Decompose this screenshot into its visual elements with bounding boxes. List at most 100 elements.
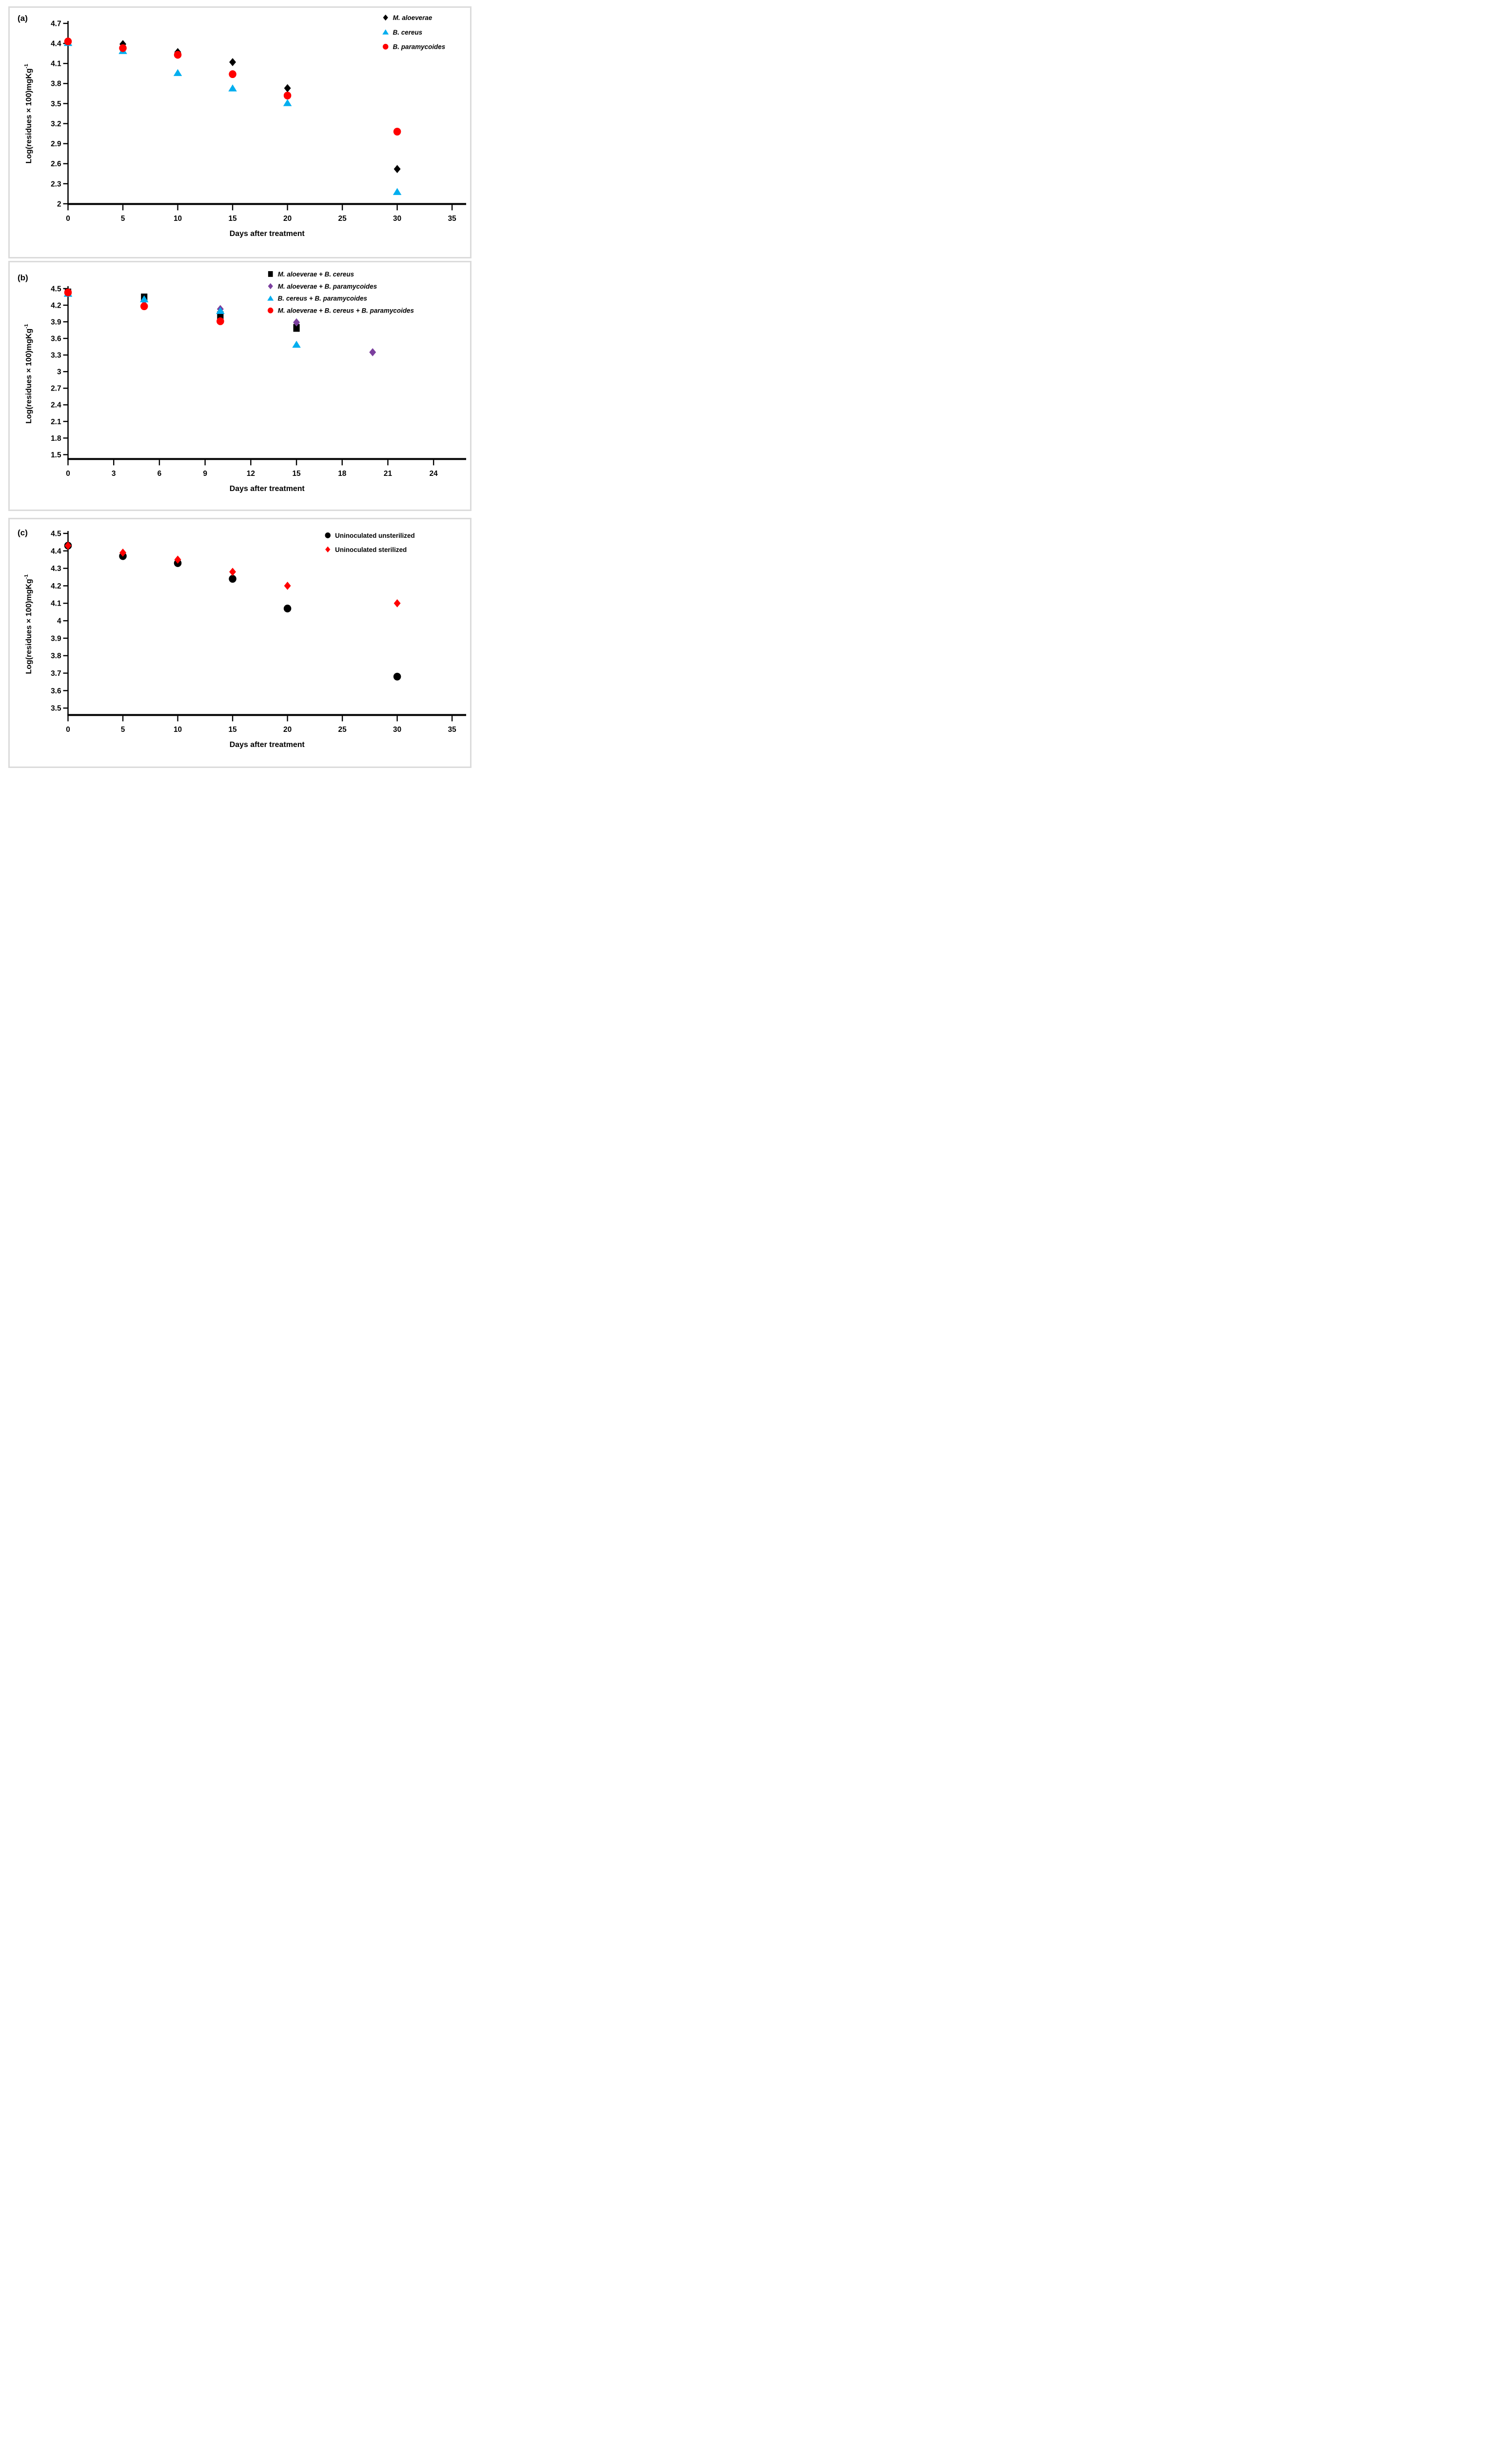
x-tick-label: 9: [203, 470, 207, 478]
y-tick-label: 3.5: [51, 705, 61, 713]
data-point: [369, 348, 376, 356]
y-tick-label: 4.1: [51, 60, 61, 68]
legend-marker: [383, 14, 388, 21]
y-tick-label: 1.5: [51, 451, 61, 459]
data-point: [393, 127, 401, 136]
data-point: [393, 165, 401, 174]
data-point: [393, 188, 402, 195]
y-tick-label: 3.8: [51, 80, 61, 88]
legend-marker: [325, 546, 331, 553]
x-tick-label: 20: [283, 215, 292, 223]
panel-c: (c) 4.5 4.4 4.3 4.2 4.1 4 3.9 3.8 3.7 3.6 3.5 0 5 10 1…: [8, 518, 471, 768]
y-tick-label: 2: [57, 200, 61, 208]
legend-label: M. aloeverae: [393, 14, 432, 21]
y-tick-label: 3.3: [51, 352, 61, 360]
x-axis-title: Days after treatment: [230, 230, 305, 238]
legend-label: M. aloeverae + B. paramycoides: [278, 283, 377, 290]
y-tick-label: 4.4: [51, 40, 61, 48]
y-tick-label: 3.9: [51, 634, 61, 643]
legend-marker: [267, 307, 274, 314]
x-tick-label: 25: [338, 215, 347, 223]
y-tick-label: 4.2: [51, 582, 61, 590]
data-point: [119, 40, 126, 48]
y-tick-label: 2.3: [51, 180, 61, 188]
y-tick-label: 3.7: [51, 669, 61, 678]
data-point: [216, 317, 224, 325]
data-point: [284, 582, 291, 590]
legend-marker: [268, 271, 273, 277]
x-tick-label: 0: [66, 215, 70, 223]
legend-label: B. cereus: [393, 29, 423, 36]
data-point: [393, 599, 401, 608]
panel-c-label: (c): [18, 528, 28, 537]
data-point: [139, 295, 149, 302]
y-tick-label: 3: [57, 368, 61, 376]
data-point: [292, 340, 301, 348]
y-tick-label: 3.8: [51, 652, 61, 660]
legend-marker: [325, 532, 331, 538]
y-tick-label: 3.6: [51, 335, 61, 343]
legend-marker: [382, 29, 389, 35]
y-tick-label: 3.2: [51, 120, 61, 128]
panel-b: (b) 4.5 4.2 3.9 3.6 3.3 3 2.7 2.4 2.1 1.8 1.5 0 3 6 9 1…: [8, 261, 471, 511]
data-point: [283, 99, 292, 106]
legend-marker: [268, 283, 273, 290]
data-point: [283, 91, 292, 99]
legend-marker: [382, 43, 389, 50]
panel-b-chart: 4.5 4.2 3.9 3.6 3.3 3 2.7 2.4 2.1 1.8 1.5 0 3 6 9 12 15 1…: [24, 271, 467, 493]
y-tick-label: 4: [57, 617, 61, 626]
data-point: [216, 307, 225, 314]
data-point: [293, 324, 300, 332]
x-tick-label: 5: [121, 726, 125, 734]
x-axis-title: Days after treatment: [230, 485, 305, 493]
x-axis-title: Days after treatment: [230, 741, 305, 749]
panel-a-chart: 4.7 4.4 4.1 3.8 3.5 3.2 2.9 2.6 2.3 20 5 10 15 20 25 30…: [24, 14, 467, 238]
data-point: [284, 84, 291, 93]
legend-label: Uninoculated unsterilized: [335, 532, 415, 539]
x-tick-label: 24: [430, 470, 438, 478]
data-point: [229, 58, 236, 66]
x-tick-label: 21: [384, 470, 393, 478]
data-point: [140, 302, 148, 311]
y-tick-label: 4.4: [51, 547, 61, 555]
y-tick-label: 2.1: [51, 418, 61, 426]
panel-a-label: (a): [18, 14, 28, 23]
data-point: [64, 37, 72, 45]
data-point: [293, 318, 300, 327]
legend-label: B. paramycoides: [393, 43, 446, 51]
x-tick-label: 15: [228, 726, 237, 734]
y-tick-label: 2.9: [51, 140, 61, 148]
y-tick-label: 4.5: [51, 285, 61, 293]
y-axis-title: Log(residues × 100)mgKg-1: [24, 324, 33, 424]
data-point: [119, 44, 127, 52]
data-point: [393, 672, 401, 681]
legend-label: B. cereus + B. paramycoides: [278, 295, 368, 302]
legend-label: M. aloeverae + B. cereus: [278, 271, 354, 278]
x-tick-label: 30: [393, 726, 401, 734]
legend-label: M. aloeverae + B. cereus + B. paramycoid…: [278, 307, 414, 315]
x-tick-label: 5: [121, 215, 125, 223]
x-tick-label: 15: [292, 470, 301, 478]
legend-marker: [267, 295, 274, 301]
panel-c-chart: 4.5 4.4 4.3 4.2 4.1 4 3.9 3.8 3.7 3.6 3.5 0 5 10 15 20 2…: [24, 530, 467, 749]
x-tick-label: 0: [66, 726, 70, 734]
y-tick-label: 2.7: [51, 385, 61, 393]
x-tick-label: 25: [338, 726, 347, 734]
data-point: [173, 69, 182, 76]
x-tick-label: 6: [157, 470, 162, 478]
y-tick-label: 4.7: [51, 20, 61, 28]
y-axis-title: Log(residues × 100)mgKg-1: [24, 64, 33, 164]
y-tick-label: 2.4: [51, 401, 61, 410]
x-tick-label: 0: [66, 470, 70, 478]
data-point: [229, 575, 236, 583]
x-tick-label: 10: [174, 215, 182, 223]
x-tick-label: 12: [247, 470, 255, 478]
data-point: [174, 51, 182, 59]
y-tick-label: 4.3: [51, 565, 61, 573]
data-point: [229, 568, 236, 576]
x-tick-label: 35: [448, 726, 457, 734]
legend-label: Uninoculated sterilized: [335, 546, 407, 553]
figure-page: (a) 4.7 4.4 4.1 3.8 3.5 3.2 2.9 2.6 2.3 2 0 5 10 15 20…: [0, 0, 478, 774]
y-tick-label: 3.9: [51, 318, 61, 326]
y-tick-label: 4.5: [51, 530, 61, 538]
